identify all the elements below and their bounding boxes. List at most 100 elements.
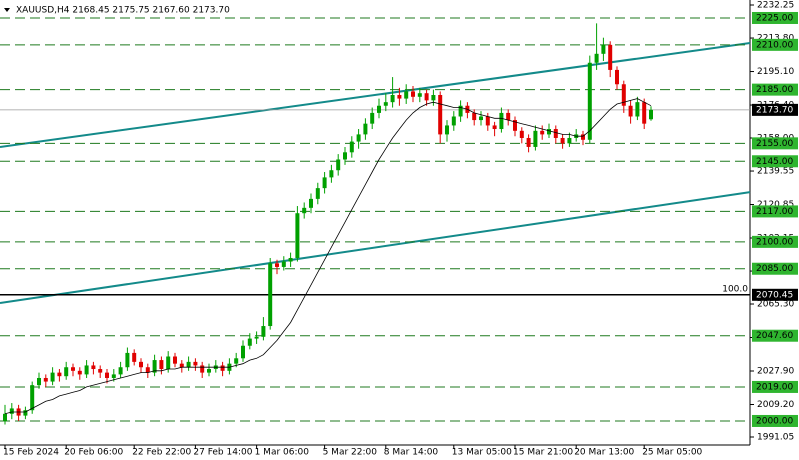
- candle-body: [485, 116, 490, 126]
- level-label-box: [752, 414, 798, 427]
- candle-body: [594, 53, 599, 63]
- candle-body: [261, 326, 266, 337]
- candle-body: [458, 105, 463, 117]
- candle-body: [451, 116, 456, 126]
- level-label-box: [752, 235, 798, 248]
- candle-body: [336, 159, 341, 171]
- candle-body: [30, 385, 35, 411]
- x-tick-label: 27 Feb 14:00: [193, 448, 252, 458]
- candle-body: [84, 365, 89, 375]
- candle-body: [417, 93, 422, 97]
- candle-body: [132, 352, 137, 362]
- level-label: 2047.60: [756, 331, 793, 341]
- current-price-label: 2173.70: [756, 105, 793, 115]
- candle-body: [3, 413, 7, 421]
- y-tick-label: 2027.90: [757, 367, 794, 377]
- candle-body: [268, 263, 273, 327]
- candle-body: [479, 116, 483, 121]
- candle-body: [411, 91, 415, 97]
- candle-body: [125, 352, 130, 368]
- x-tick-label: 13 Mar 05:00: [452, 448, 512, 458]
- y-tick-label: 1991.05: [757, 433, 794, 443]
- level-label: 2100.00: [756, 237, 793, 247]
- candle-body: [343, 152, 347, 160]
- candle-body: [445, 125, 449, 135]
- candle-body: [9, 408, 14, 414]
- candle-body: [621, 84, 626, 106]
- candle-body: [71, 367, 75, 371]
- candle-body: [152, 360, 157, 373]
- x-tick-label: 20 Mar 13:00: [574, 448, 634, 458]
- candle-body: [329, 170, 334, 178]
- candle-body: [377, 105, 381, 113]
- candle-body: [247, 338, 252, 346]
- y-tick-label: 2213.80: [757, 34, 794, 44]
- trend-line: [0, 191, 751, 304]
- candle-body: [553, 129, 558, 138]
- baseline-label-box: [752, 288, 798, 301]
- candle-body: [234, 358, 239, 364]
- candle-body: [438, 95, 443, 135]
- candle-body: [397, 95, 402, 99]
- x-tick-label: 5 Mar 22:00: [323, 448, 378, 458]
- candle-body: [200, 365, 205, 373]
- candle-body: [649, 109, 653, 120]
- y-tick-label: 2009.20: [757, 400, 794, 410]
- level-label-box: [752, 155, 798, 168]
- candle-body: [91, 365, 96, 370]
- chart-title: XAUUSD,H4 2168.45 2175.75 2167.60 2173.7…: [16, 6, 230, 16]
- candle-body: [309, 198, 313, 208]
- candle-body: [349, 141, 354, 153]
- candle-body: [642, 102, 647, 124]
- candle-body: [295, 213, 300, 258]
- candle-body: [281, 261, 286, 267]
- candle-body: [513, 120, 517, 131]
- candle-body: [356, 134, 361, 142]
- level-label: 2117.00: [756, 207, 793, 217]
- candle-body: [581, 134, 585, 140]
- candle-body: [111, 374, 116, 378]
- candle-body: [499, 112, 504, 130]
- level-label-box: [752, 83, 798, 96]
- candle-body: [43, 377, 48, 382]
- candle-body: [179, 363, 184, 368]
- candle-body: [193, 361, 198, 366]
- candle-body: [57, 372, 62, 377]
- moving-average: [4, 98, 652, 415]
- y-tick-label: 2139.55: [757, 167, 794, 177]
- candle-body: [37, 377, 41, 386]
- level-label: 2225.00: [756, 13, 793, 23]
- level-label: 2085.00: [756, 264, 793, 274]
- candle-body: [139, 361, 143, 368]
- candle-body: [404, 91, 409, 99]
- candle-body: [64, 367, 69, 377]
- level-label: 2185.00: [756, 85, 793, 95]
- candle-body: [383, 102, 388, 106]
- candle-body: [302, 207, 307, 214]
- candle-body: [587, 62, 592, 140]
- candle-body: [220, 365, 225, 371]
- candle-body: [118, 367, 123, 375]
- candle-body: [519, 130, 524, 138]
- level-label: 2019.00: [756, 382, 793, 392]
- candle-body: [23, 410, 28, 416]
- candle-body: [492, 125, 497, 130]
- candle-body: [77, 370, 82, 375]
- menu-arrow: [4, 8, 10, 12]
- x-tick-label: 20 Feb 06:00: [64, 448, 123, 458]
- current-price-box: [752, 103, 798, 116]
- level-label-box: [752, 11, 798, 24]
- candle-body: [547, 129, 551, 135]
- level-label-box: [752, 380, 798, 393]
- level-label: 2145.00: [756, 157, 793, 167]
- y-tick-label: 2232.25: [757, 1, 794, 11]
- candle-body: [526, 137, 531, 147]
- candle-body: [560, 137, 565, 144]
- candle-body: [105, 372, 109, 378]
- candle-body: [472, 112, 477, 121]
- candle-body: [254, 336, 259, 339]
- y-tick-label: 2065.30: [757, 300, 794, 310]
- candle-body: [241, 345, 245, 359]
